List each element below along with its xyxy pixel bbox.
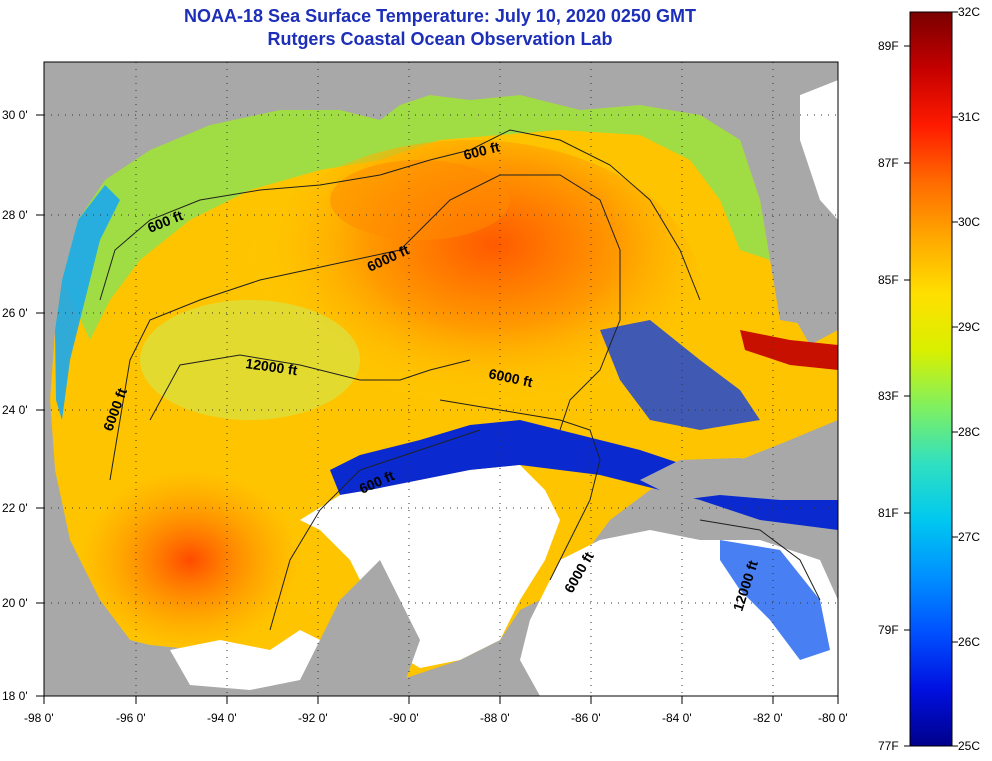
fahrenheit-label: 89F	[878, 39, 899, 53]
map-area: 600 ft 600 ft 6000 ft 12000 ft 6000 ft 6…	[43, 61, 839, 697]
tick-marks	[36, 114, 839, 704]
lon-tick-label: -84 0'	[662, 711, 692, 725]
contour-label: 12000 ft	[245, 355, 299, 378]
colorbar-ticks	[904, 11, 958, 747]
lat-tick-label: 28 0'	[2, 208, 28, 222]
latitude-labels: 30 0' 28 0' 26 0' 24 0' 22 0' 20 0' 18 0…	[2, 108, 28, 703]
longitude-labels: -98 0' -96 0' -94 0' -92 0' -90 0' -88 0…	[24, 711, 848, 725]
fahrenheit-label: 83F	[878, 389, 899, 403]
lat-tick-label: 20 0'	[2, 596, 28, 610]
lon-tick-label: -98 0'	[24, 711, 54, 725]
coastal-cool-band-north	[62, 95, 770, 340]
colorbar	[904, 11, 958, 747]
celsius-label: 27C	[958, 530, 981, 544]
florida-straits-cold-patch	[600, 320, 760, 430]
celsius-label: 30C	[958, 215, 981, 229]
lon-tick-label: -96 0'	[116, 711, 146, 725]
campeche-cloud-mask	[170, 630, 320, 690]
celsius-label: 29C	[958, 320, 981, 334]
lon-tick-label: -86 0'	[571, 711, 601, 725]
lon-tick-label: -92 0'	[298, 711, 328, 725]
celsius-label: 31C	[958, 110, 981, 124]
map-subtitle: Rutgers Coastal Ocean Observation Lab	[267, 29, 613, 49]
fahrenheit-label: 87F	[878, 156, 899, 170]
lat-tick-label: 30 0'	[2, 108, 28, 122]
contour-12000ft	[149, 354, 471, 421]
celsius-label: 25C	[958, 739, 981, 753]
yucatan-cloud-mask	[300, 465, 560, 668]
caribbean-cold-band	[720, 540, 830, 660]
lon-tick-label: -94 0'	[207, 711, 237, 725]
lat-tick-label: 22 0'	[2, 501, 28, 515]
central-west-cool-patch	[140, 300, 360, 420]
colorbar-gradient	[909, 11, 953, 747]
lon-tick-label: -88 0'	[480, 711, 510, 725]
fahrenheit-label: 77F	[878, 739, 899, 753]
cuba-land	[640, 458, 838, 500]
west-coast-land	[44, 400, 150, 696]
florida-keys-hot-strip	[740, 330, 838, 370]
graticule	[44, 62, 838, 696]
celsius-label: 32C	[958, 5, 981, 19]
lon-tick-label: -90 0'	[389, 711, 419, 725]
fahrenheit-label: 85F	[878, 273, 899, 287]
lat-tick-label: 26 0'	[2, 306, 28, 320]
contour-600ft-north	[99, 129, 701, 301]
contour-caribbean	[699, 519, 821, 601]
bathymetry-contours	[99, 129, 821, 631]
lat-tick-label: 18 0'	[2, 689, 28, 703]
lon-tick-label: -80 0'	[818, 711, 848, 725]
yucatan-shelf-cold-band	[330, 420, 838, 530]
contour-6000ft-central	[109, 174, 621, 481]
map-frame	[43, 61, 839, 697]
west-coast-cool-band	[55, 185, 120, 420]
contour-600ft-yucatan	[269, 429, 481, 631]
map-title: NOAA-18 Sea Surface Temperature: July 10…	[184, 6, 696, 26]
fahrenheit-label: 79F	[878, 623, 899, 637]
north-gulf-warm-patch	[330, 160, 510, 240]
north-coast-land	[44, 62, 838, 400]
celsius-label: 28C	[958, 425, 981, 439]
celsius-label: 26C	[958, 635, 981, 649]
contour-6000ft-south	[439, 399, 601, 581]
lat-tick-label: 24 0'	[2, 403, 28, 417]
lon-tick-label: -82 0'	[753, 711, 783, 725]
bay-of-campeche-warm-area	[80, 470, 300, 650]
fahrenheit-label: 81F	[878, 506, 899, 520]
